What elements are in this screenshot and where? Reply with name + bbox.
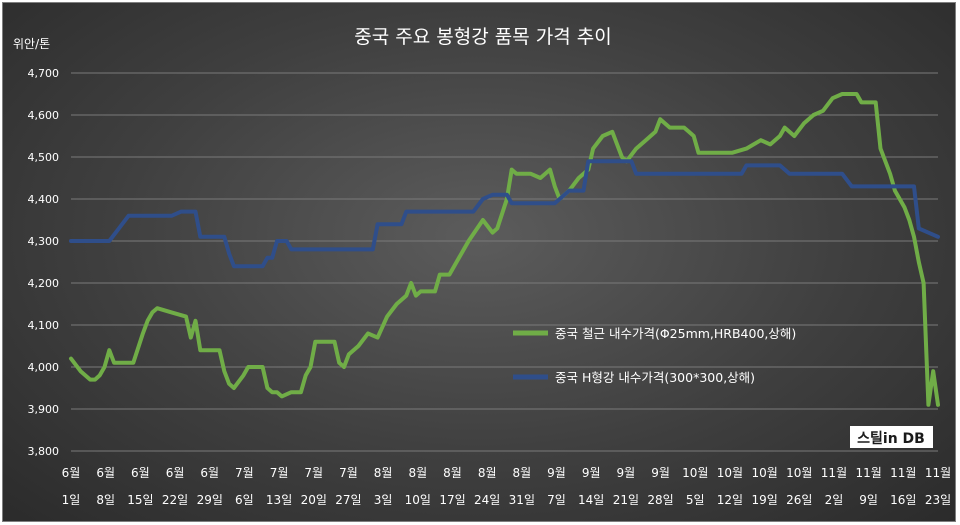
x-tick-day: 6일: [235, 493, 254, 507]
y-axis-unit-label: 위안/톤: [13, 37, 50, 51]
y-tick-label: 4,200: [28, 277, 60, 290]
x-tick-day: 20일: [301, 493, 327, 507]
series-line-rebar: [69, 92, 940, 407]
x-tick-month: 6월: [166, 466, 185, 480]
x-tick-month: 10월: [786, 466, 812, 480]
x-tick-day: 28일: [647, 493, 673, 507]
y-tick-label: 4,700: [28, 67, 60, 80]
x-tick-month: 8월: [512, 466, 531, 480]
x-axis-ticks: 6월 1일 6월 8일 6월 15일 6월 22일 6월 29일 7월 6일 7월 13일 7월 20일 7월 2…: [62, 466, 952, 507]
gridlines: [71, 72, 938, 452]
x-tick-day: 3일: [374, 493, 393, 507]
y-tick-label: 4,400: [28, 193, 60, 206]
x-tick-month: 10월: [717, 466, 743, 480]
legend-label-rebar: 중국 철근 내수가격(Φ25mm,HRB400,상해): [555, 326, 796, 341]
x-tick-month: 11월: [925, 466, 951, 480]
x-tick-month: 7월: [339, 466, 358, 480]
x-tick-day: 12일: [717, 493, 743, 507]
watermark-logo: 스틸in DB: [850, 426, 933, 448]
line-chart: 중국 주요 봉형강 품목 가격 추이 위안/톤 3,800 3,900 4,000 4…: [13, 26, 952, 507]
legend: 중국 철근 내수가격(Φ25mm,HRB400,상해) 중국 H형강 내수가격(…: [513, 326, 796, 385]
x-tick-day: 26일: [786, 493, 812, 507]
x-tick-day: 19일: [751, 493, 777, 507]
x-tick-day: 10일: [405, 493, 431, 507]
x-tick-day: 23일: [925, 493, 951, 507]
x-tick-month: 11월: [890, 466, 916, 480]
x-tick-month: 8월: [408, 466, 427, 480]
x-tick-day: 7일: [547, 493, 566, 507]
watermark-text: 스틸in DB: [857, 431, 925, 447]
x-tick-month: 6월: [200, 466, 219, 480]
x-tick-month: 8월: [443, 466, 462, 480]
x-tick-day: 29일: [197, 493, 223, 507]
x-tick-day: 5일: [686, 493, 705, 507]
x-tick-day: 2일: [825, 493, 844, 507]
y-tick-label: 4,300: [28, 235, 60, 248]
x-tick-day: 15일: [127, 493, 153, 507]
chart-title: 중국 주요 봉형강 품목 가격 추이: [354, 26, 611, 48]
x-tick-month: 7월: [270, 466, 289, 480]
x-tick-day: 8일: [96, 493, 115, 507]
x-tick-month: 11월: [855, 466, 881, 480]
y-tick-label: 4,500: [28, 151, 60, 164]
series-layer: [69, 92, 940, 407]
x-tick-day: 21일: [613, 493, 639, 507]
x-tick-month: 11월: [821, 466, 847, 480]
y-tick-label: 3,900: [28, 403, 60, 416]
x-tick-month: 9월: [547, 466, 566, 480]
x-tick-day: 1일: [62, 493, 81, 507]
y-tick-label: 4,600: [28, 109, 60, 122]
legend-label-h-beam: 중국 H형강 내수가격(300*300,상해): [555, 370, 755, 385]
y-axis-ticks: 3,800 3,900 4,000 4,100 4,200 4,300 4,400 4,500…: [28, 67, 60, 458]
x-tick-day: 17일: [439, 493, 465, 507]
x-tick-month: 10월: [682, 466, 708, 480]
x-tick-day: 31일: [509, 493, 535, 507]
x-tick-day: 14일: [578, 493, 604, 507]
x-tick-day: 13일: [266, 493, 292, 507]
x-tick-day: 24일: [474, 493, 500, 507]
x-tick-month: 10월: [751, 466, 777, 480]
x-tick-month: 8월: [478, 466, 497, 480]
series-line-h-beam: [69, 159, 940, 269]
y-tick-label: 3,800: [28, 445, 60, 458]
x-tick-month: 9월: [617, 466, 636, 480]
x-tick-month: 7월: [304, 466, 323, 480]
x-tick-day: 16일: [890, 493, 916, 507]
y-tick-label: 4,000: [28, 361, 60, 374]
x-tick-month: 6월: [131, 466, 150, 480]
x-tick-month: 6월: [96, 466, 115, 480]
x-tick-day: 27일: [335, 493, 361, 507]
x-tick-month: 9월: [651, 466, 670, 480]
x-tick-day: 22일: [162, 493, 188, 507]
y-tick-label: 4,100: [28, 319, 60, 332]
x-tick-month: 7월: [235, 466, 254, 480]
x-tick-day: 9일: [859, 493, 878, 507]
x-tick-month: 6월: [62, 466, 81, 480]
x-tick-month: 9월: [582, 466, 601, 480]
x-tick-month: 8월: [374, 466, 393, 480]
